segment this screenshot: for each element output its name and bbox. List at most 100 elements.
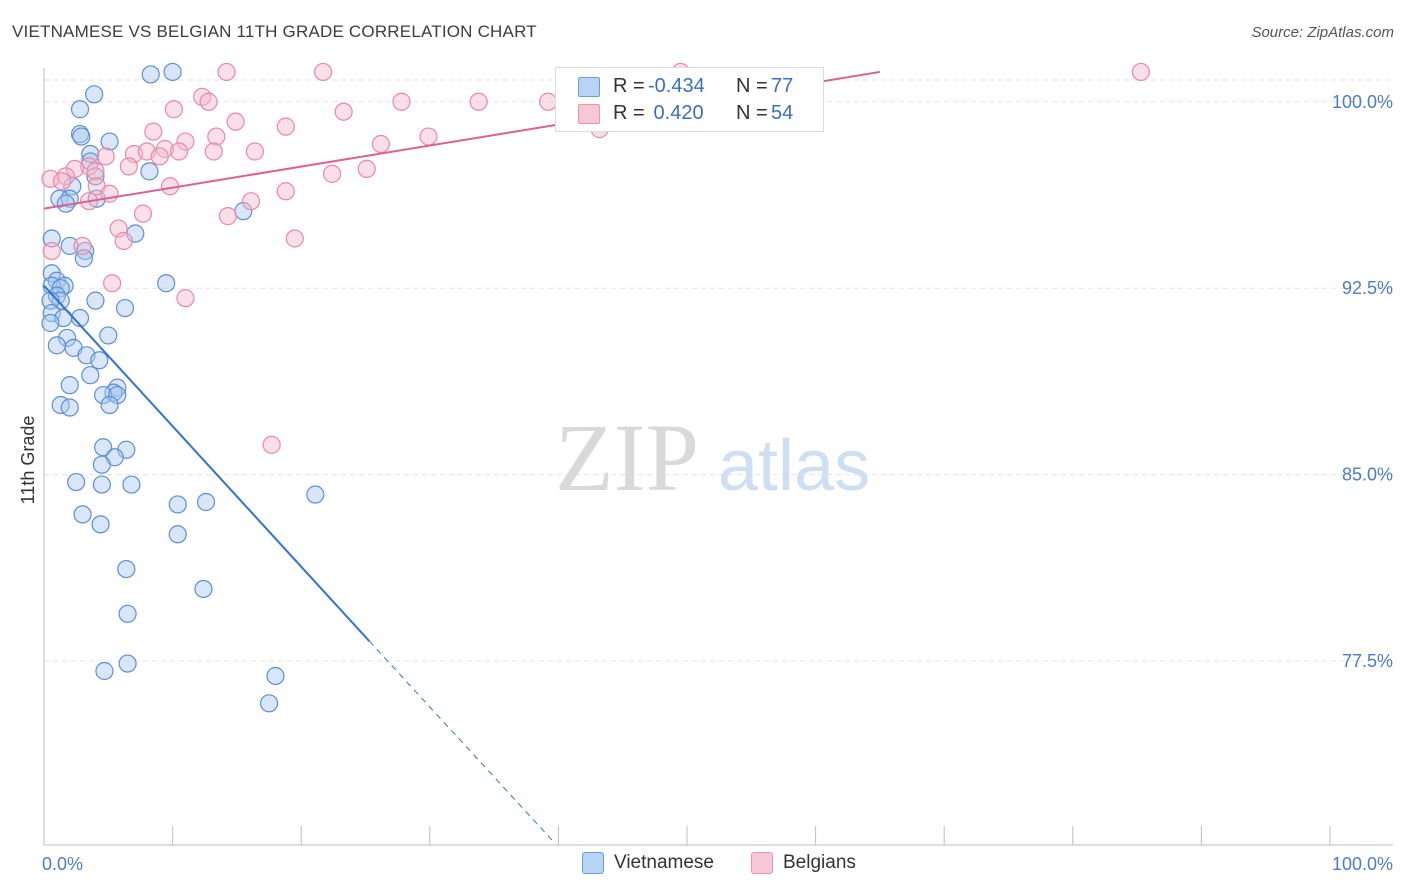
- vietnamese-point: [163, 62, 182, 82]
- belgians-point: [114, 231, 133, 251]
- vietnamese-points: [41, 62, 325, 713]
- axes: [43, 68, 1393, 846]
- legend-swatch-belgians: [578, 104, 600, 124]
- vietnamese-point: [117, 559, 136, 579]
- belgians-point: [313, 62, 333, 82]
- legend-n-value: 77: [771, 75, 794, 97]
- y-tick-labels: 100.0% 92.5% 85.0% 77.5%: [1332, 92, 1393, 671]
- vietnamese-point: [67, 472, 86, 492]
- legend-row-belgians: R = 0.420 N = 54: [556, 101, 823, 127]
- vietnamese-point: [100, 132, 119, 151]
- vietnamese-point: [47, 336, 66, 355]
- y-tick-label: 92.5%: [1342, 278, 1393, 298]
- vietnamese-point: [157, 274, 176, 293]
- belgians-point: [285, 229, 304, 248]
- bottom-legend-swatch-vietnamese: [582, 852, 604, 874]
- belgians-point: [469, 92, 488, 111]
- belgians-point: [276, 117, 295, 136]
- vietnamese-point: [85, 85, 104, 104]
- vietnamese-point: [41, 313, 60, 333]
- belgians-point: [119, 157, 138, 176]
- vietnamese-point: [194, 579, 213, 599]
- belgians-point: [169, 142, 189, 161]
- vietnamese-point: [60, 376, 79, 395]
- bottom-legend-label-belgians: Belgians: [783, 852, 856, 873]
- vietnamese-point: [94, 385, 113, 405]
- vietnamese-point: [141, 65, 160, 84]
- belgians-point: [226, 112, 245, 131]
- legend-n-label: N =: [736, 102, 768, 124]
- vietnamese-point: [108, 385, 127, 405]
- belgians-point: [334, 102, 353, 121]
- legend-swatch-vietnamese: [578, 77, 600, 97]
- belgians-point: [1131, 62, 1151, 82]
- vietnamese-point: [168, 495, 187, 514]
- x-tick-label-min: 0.0%: [42, 854, 83, 874]
- belgians-point: [322, 164, 342, 183]
- belgians-point: [86, 162, 105, 181]
- y-tick-label: 100.0%: [1332, 92, 1393, 112]
- belgians-point: [144, 122, 163, 141]
- vietnamese-point: [115, 298, 135, 318]
- vietnamese-point: [81, 366, 100, 385]
- belgians-point: [103, 274, 122, 293]
- belgians-point: [176, 132, 195, 151]
- belgians-point: [42, 241, 61, 261]
- watermark: ZIP atlas: [555, 404, 870, 511]
- vietnamese-point: [118, 654, 137, 673]
- bottom-legend-swatch-belgians: [751, 852, 773, 874]
- belgians-point: [241, 192, 261, 211]
- vietnamese-point: [51, 291, 70, 310]
- source-label: Source: ZipAtlas.com: [1251, 24, 1394, 41]
- belgians-point: [419, 127, 438, 146]
- vietnamese-point: [259, 694, 279, 713]
- vietnamese-point: [140, 162, 159, 181]
- legend-n-label: N =: [736, 75, 768, 97]
- belgians-point: [41, 169, 60, 188]
- vietnamese-point: [70, 100, 90, 119]
- vietnamese-point: [86, 291, 105, 310]
- vietnamese-point: [58, 328, 77, 348]
- vietnamese-trend-line: [43, 285, 371, 642]
- vietnamese-point: [60, 398, 79, 417]
- vietnamese-point: [99, 326, 118, 345]
- y-tick-label: 85.0%: [1342, 465, 1393, 485]
- vietnamese-point: [196, 492, 216, 512]
- vietnamese-point: [90, 351, 109, 370]
- bottom-legend-label-vietnamese: Vietnamese: [614, 852, 714, 873]
- vietnamese-point: [76, 241, 95, 261]
- y-tick-label: 77.5%: [1342, 651, 1393, 671]
- vietnamese-point: [118, 604, 137, 623]
- legend-r-label: R =: [613, 75, 645, 97]
- belgians-point: [73, 236, 92, 256]
- chart-title: VIETNAMESE VS BELGIAN 11TH GRADE CORRELA…: [12, 22, 537, 41]
- belgians-point: [207, 127, 226, 146]
- vietnamese-point: [306, 485, 325, 504]
- belgians-point: [276, 182, 295, 201]
- grid-lines: [44, 79, 1393, 662]
- vietnamese-point: [122, 475, 141, 494]
- belgians-point: [199, 92, 218, 111]
- legend-row-vietnamese: R = -0.434 N = 77: [556, 74, 823, 100]
- vietnamese-point: [92, 455, 111, 474]
- vietnamese-point: [168, 525, 187, 544]
- belgians-point: [150, 147, 169, 166]
- x-tick-label-max: 100.0%: [1332, 854, 1393, 874]
- vietnamese-point: [91, 515, 110, 534]
- watermark-atlas: atlas: [718, 426, 870, 506]
- stats-legend: R = -0.434 N = 77 R = 0.420 N = 54: [555, 67, 824, 132]
- belgians-point: [176, 289, 195, 308]
- belgians-point: [218, 207, 237, 226]
- legend-r-value: -0.434: [648, 75, 705, 97]
- belgians-point: [371, 134, 391, 154]
- vietnamese-trend-extension: [368, 640, 553, 841]
- belgians-point: [245, 142, 265, 161]
- vietnamese-point: [266, 666, 285, 686]
- vietnamese-point: [100, 395, 119, 415]
- legend-r-label: R =: [613, 102, 645, 124]
- legend-n-value: 54: [771, 102, 794, 124]
- vietnamese-point: [95, 661, 114, 681]
- belgians-point: [164, 100, 183, 119]
- belgians-point: [217, 62, 236, 82]
